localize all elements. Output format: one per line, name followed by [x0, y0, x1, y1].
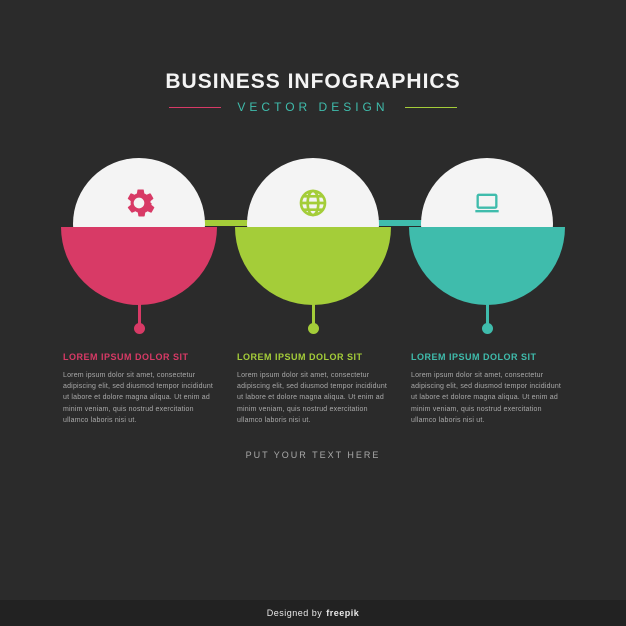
text-body-1: Lorem ipsum dolor sit amet, consectetur …: [63, 370, 215, 426]
cta-text: PUT YOUR TEXT HERE: [246, 450, 381, 460]
step-3-ring: [409, 227, 565, 305]
step-1: 01 STEP Lorem ipsum dolor sit amet conse…: [63, 158, 215, 334]
text-heading-1: LOREM IPSUM DOLOR SIT: [63, 352, 215, 362]
text-body-2: Lorem ipsum dolor sit amet, consectetur …: [237, 370, 389, 426]
step-3: 03 STEP Lorem ipsum dolor sit amet conse…: [411, 158, 563, 334]
texts-row: LOREM IPSUM DOLOR SIT Lorem ipsum dolor …: [63, 352, 563, 426]
step-1-circle: 01 STEP Lorem ipsum dolor sit amet conse…: [73, 158, 205, 290]
step-2-circle: 02 STEP Lorem ipsum dolor sit amet conse…: [247, 158, 379, 290]
step-1-ring: [61, 227, 217, 305]
subtitle-line-right: [405, 107, 457, 108]
infographic-canvas: BUSINESS INFOGRAPHICS VECTOR DESIGN 01 S…: [0, 0, 626, 626]
step-2-ring: [235, 227, 391, 305]
globe-icon: [296, 186, 330, 220]
subtitle-row: VECTOR DESIGN: [169, 100, 456, 114]
text-heading-2: LOREM IPSUM DOLOR SIT: [237, 352, 389, 362]
step-3-circle: 03 STEP Lorem ipsum dolor sit amet conse…: [421, 158, 553, 290]
subtitle: VECTOR DESIGN: [237, 100, 388, 114]
steps-row: 01 STEP Lorem ipsum dolor sit amet conse…: [63, 158, 563, 334]
step-2-dot: [308, 323, 319, 334]
subtitle-line-left: [169, 107, 221, 108]
step-2: 02 STEP Lorem ipsum dolor sit amet conse…: [237, 158, 389, 334]
text-col-1: LOREM IPSUM DOLOR SIT Lorem ipsum dolor …: [63, 352, 215, 426]
footer-bar: Designed by freepik: [0, 600, 626, 626]
text-col-3: LOREM IPSUM DOLOR SIT Lorem ipsum dolor …: [411, 352, 563, 426]
text-col-2: LOREM IPSUM DOLOR SIT Lorem ipsum dolor …: [237, 352, 389, 426]
footer-brand: freepik: [326, 608, 359, 618]
footer-prefix: Designed by: [267, 608, 323, 618]
laptop-icon: [470, 186, 504, 220]
gear-icon: [122, 186, 156, 220]
main-title: BUSINESS INFOGRAPHICS: [165, 70, 460, 94]
text-heading-3: LOREM IPSUM DOLOR SIT: [411, 352, 563, 362]
step-3-dot: [482, 323, 493, 334]
text-body-3: Lorem ipsum dolor sit amet, consectetur …: [411, 370, 563, 426]
step-1-dot: [134, 323, 145, 334]
